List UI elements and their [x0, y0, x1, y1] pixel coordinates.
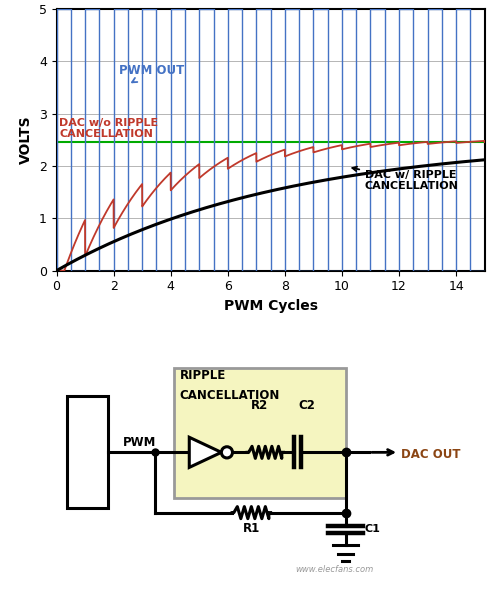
- Text: PWM OUT: PWM OUT: [120, 64, 184, 82]
- Bar: [67, 396, 108, 508]
- Text: C1: C1: [365, 524, 381, 534]
- Polygon shape: [189, 437, 221, 468]
- Text: www.elecfans.com: www.elecfans.com: [296, 565, 374, 574]
- Text: R2: R2: [251, 399, 269, 412]
- Y-axis label: VOLTS: VOLTS: [19, 115, 33, 164]
- Text: PWM: PWM: [123, 436, 156, 449]
- Circle shape: [221, 446, 233, 458]
- Text: C2: C2: [299, 399, 315, 412]
- Text: DAC w/o RIPPLE
CANCELLATION: DAC w/o RIPPLE CANCELLATION: [60, 118, 158, 140]
- Text: DAC OUT: DAC OUT: [401, 448, 461, 461]
- Text: CANCELLATION: CANCELLATION: [180, 389, 280, 402]
- Text: DAC w/ RIPPLE
CANCELLATION: DAC w/ RIPPLE CANCELLATION: [352, 167, 459, 191]
- X-axis label: PWM Cycles: PWM Cycles: [223, 299, 318, 313]
- FancyBboxPatch shape: [174, 368, 345, 498]
- Text: RIPPLE: RIPPLE: [180, 369, 226, 382]
- Text: R1: R1: [243, 522, 260, 535]
